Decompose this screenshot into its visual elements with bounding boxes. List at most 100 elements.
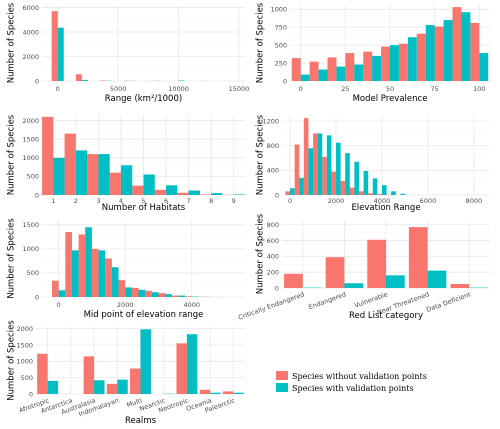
y-tick-label: 800	[267, 142, 279, 150]
bar-without	[291, 58, 301, 81]
bar-without	[132, 185, 144, 195]
y-tick-label: 0	[283, 77, 287, 85]
bar-with	[461, 12, 471, 82]
bar-with	[166, 185, 178, 195]
bar-without	[434, 26, 444, 81]
bar-with	[120, 165, 133, 195]
bar-with	[111, 267, 119, 297]
y-tick-label: 250	[275, 59, 287, 67]
y-tick-label: 800	[267, 221, 279, 229]
bar-without	[408, 227, 428, 288]
x-tick-label: 4000	[374, 197, 391, 205]
bar-without	[65, 232, 72, 297]
x-axis-title: Elevation Range	[351, 203, 420, 213]
bar-with	[98, 250, 106, 297]
bar-without	[313, 133, 318, 195]
y-tick-label: 400	[267, 167, 279, 175]
bar-with	[140, 329, 151, 394]
bar-with	[381, 185, 387, 195]
bar-with	[151, 292, 159, 297]
y-tick-label: 400	[267, 253, 279, 261]
bar-without	[452, 7, 462, 81]
bar-without	[416, 33, 426, 81]
bar-with	[326, 135, 332, 195]
y-axis-title: Number of Species	[256, 213, 266, 294]
y-tick-label: 0	[275, 191, 279, 199]
bar-without	[222, 391, 234, 394]
bar-with	[290, 188, 295, 195]
x-tick-label: Endangered	[307, 290, 347, 311]
bar-with	[98, 154, 110, 195]
bar-with	[71, 250, 79, 297]
x-tick-label: 1	[51, 197, 55, 205]
bar-without	[199, 194, 212, 195]
y-axis-title: Number of Species	[256, 114, 266, 195]
y-tick-label: 0	[275, 284, 279, 292]
bar-with	[165, 294, 172, 297]
bar-with	[75, 150, 88, 195]
y-axis-title: Number of Species	[7, 320, 17, 401]
y-tick-label: 0	[35, 191, 39, 199]
bar-with	[94, 380, 105, 394]
x-tick-label: 0	[57, 301, 61, 309]
x-axis-title: Range (km²/1000)	[105, 94, 182, 104]
bar-with	[443, 20, 453, 82]
x-tick-label: 6000	[420, 197, 437, 205]
bar-without	[158, 293, 166, 297]
bar-with	[336, 142, 341, 195]
bar-without	[309, 61, 319, 81]
y-tick-label: 2000	[16, 325, 33, 333]
bar-without	[325, 257, 345, 288]
legend: Species without validation points Specie…	[276, 371, 427, 393]
x-axis-title: Model Prevalence	[353, 94, 428, 104]
y-tick-label: 1000	[16, 358, 33, 366]
bar-with	[345, 153, 350, 195]
bar-without	[368, 193, 373, 195]
bar-with	[386, 275, 405, 288]
y-axis-title: Number of Species	[7, 2, 17, 83]
bar-without	[83, 356, 95, 394]
bar-without	[284, 273, 303, 288]
y-tick-label: 500	[27, 269, 39, 277]
x-tick-label: 4	[119, 197, 123, 205]
bar-without	[450, 284, 470, 288]
y-tick-label: 0	[35, 77, 39, 85]
x-tick-label: Data Deficient	[425, 290, 472, 314]
bar-with	[47, 380, 59, 394]
bar-without	[327, 57, 337, 81]
y-tick-label: 750	[275, 24, 287, 32]
x-tick-label: 25	[341, 85, 349, 93]
x-axis-title: Number of Habitats	[102, 203, 186, 213]
x-tick-label: 50	[386, 85, 394, 93]
bar-with	[372, 55, 382, 81]
x-tick-label: 0	[56, 85, 60, 93]
y-tick-label: 1000	[270, 6, 287, 14]
bar-with	[210, 392, 221, 394]
bar-without	[349, 187, 355, 195]
bar-with	[317, 133, 323, 195]
bar-with	[58, 290, 66, 297]
y-tick-label: 500	[27, 173, 39, 181]
panel-elevation-range-histogram: 0 400 800 1200 0 2000 4000 6000 8000 Elevation Ra…	[256, 114, 490, 213]
x-tick-label: 5000	[110, 85, 127, 93]
bar-without	[367, 239, 386, 288]
bar-without	[377, 194, 382, 195]
legend-label-without: Species without validation points	[292, 372, 427, 381]
x-tick-label: 8	[209, 197, 213, 205]
bar-without	[105, 258, 112, 297]
x-tick-label: 0	[299, 85, 303, 93]
bar-with	[57, 27, 64, 81]
bar-without	[51, 280, 59, 297]
bar-without	[130, 368, 141, 394]
bar-with	[427, 270, 447, 288]
y-tick-label: 2000	[22, 53, 39, 61]
bar-with	[372, 178, 378, 195]
x-tick-label: 6	[164, 197, 168, 205]
bar-without	[171, 295, 179, 297]
y-tick-label: 1200	[262, 117, 279, 125]
panel-habitats-histogram: 0 500 1000 1500 2000 1 2 3 4 5 6 7 8 9 Number of Habit…	[7, 114, 245, 213]
y-tick-label: 500	[21, 374, 33, 382]
bar-without	[109, 172, 121, 195]
